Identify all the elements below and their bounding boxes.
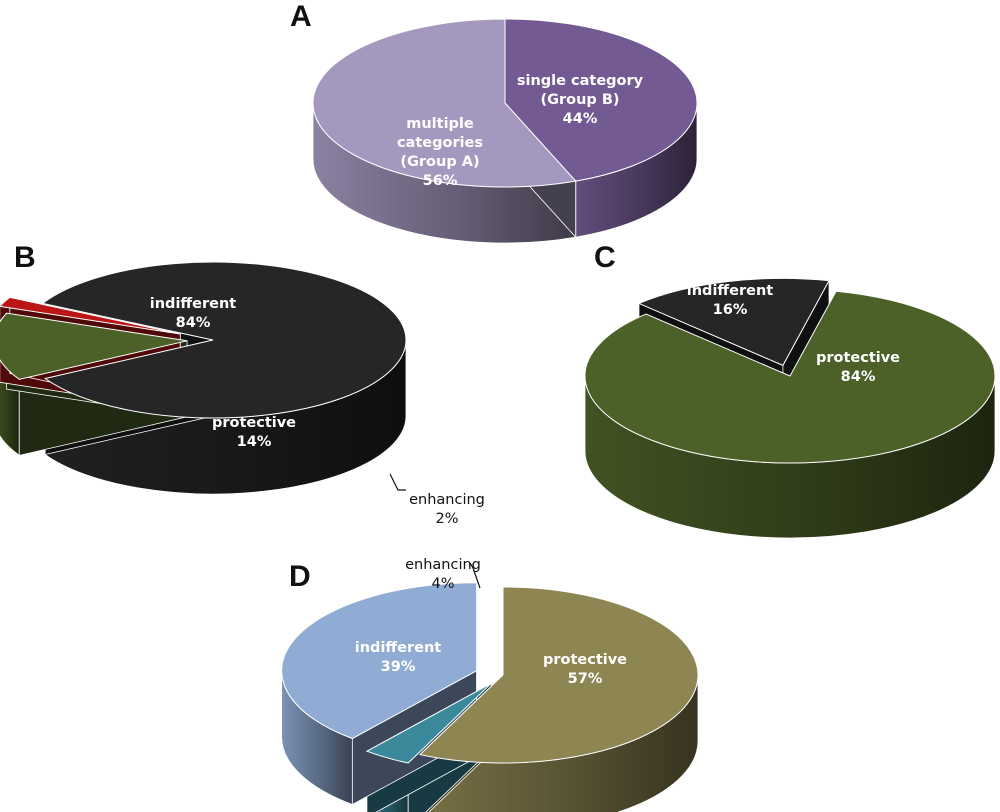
panel-d-indifferent-label: indifferent 39% [355,640,442,675]
panel-b-letter: B [14,241,36,274]
panel-d-letter: D [289,560,311,593]
panel-c-protective-label: protective 84% [816,350,900,385]
panel-d-enhancing-leader-line [469,562,481,589]
panel-d-slice-indifferent [281,582,478,740]
panel-a-slice-multiple [312,18,577,188]
panel-d-slice-enhancing [365,682,492,764]
panel-b-enhancing-leader-line [389,473,406,491]
panel-b-protective-label: protective 14% [212,415,296,450]
panel-d-protective-label: protective 57% [543,652,627,687]
panel-c-letter: C [594,241,616,274]
panel-a-single-label: single category (Group B) 44% [517,73,644,127]
pie-slice-tops [0,18,996,764]
panel-b-indifferent-label: indifferent 84% [150,296,237,331]
panel-b-slice-protective [0,312,188,380]
panel-a-multiple-label: multiple categories (Group A) 56% [397,116,483,189]
panel-d-enhancing-label: enhancing 4% [405,557,481,592]
panel-b-slice-indifferent [41,261,407,419]
panel-a-letter: A [290,0,312,33]
panel-c-slice-indifferent [637,277,830,367]
panel-c-indifferent-label: indifferent 16% [687,283,774,318]
panel-b-enhancing-label: enhancing 2% [409,492,485,527]
panel-b-slice-enhancing [0,296,181,335]
panel-d-slice-protective [418,586,699,764]
panel-c-slice-protective [584,290,996,464]
panel-a-slice-single [504,18,698,182]
